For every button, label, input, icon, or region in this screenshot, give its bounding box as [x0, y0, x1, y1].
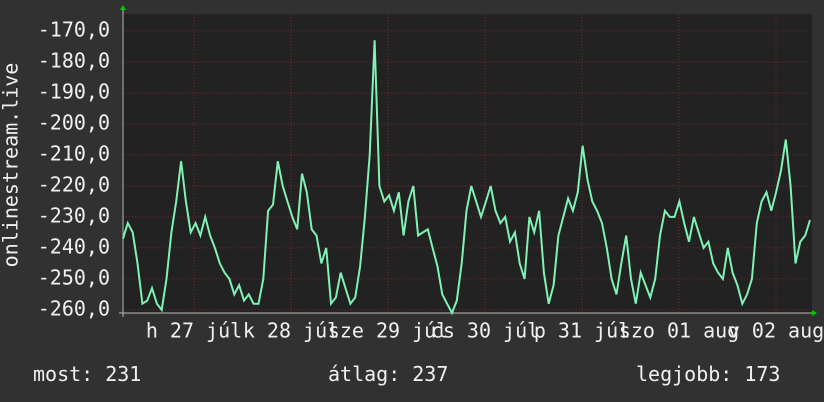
- footer-stat: átlag: 237: [328, 362, 448, 386]
- x-tick-label: v 02 aug: [728, 319, 824, 343]
- plot-area: [122, 14, 812, 313]
- y-tick-label: -190,0: [38, 80, 110, 104]
- y-tick-label: -200,0: [38, 110, 110, 134]
- y-tick-label: -220,0: [38, 172, 110, 196]
- stat-label: átlag:: [328, 362, 400, 386]
- stat-value: 173: [744, 362, 780, 386]
- stat-value: 237: [412, 362, 448, 386]
- x-tick-label: sze 29 júl: [328, 319, 448, 343]
- y-tick-label: -260,0: [38, 296, 110, 320]
- data-line: [122, 40, 811, 316]
- y-tick-label: -170,0: [38, 18, 110, 42]
- y-tick-label: -250,0: [38, 265, 110, 289]
- stat-value: 231: [105, 362, 141, 386]
- y-axis-label: onlinestream.live: [0, 63, 23, 268]
- y-tick-label: -240,0: [38, 234, 110, 258]
- x-tick-label: k 28 júl: [243, 319, 339, 343]
- x-tick-label: szo 01 aug: [619, 319, 739, 343]
- stat-label: legjobb:: [636, 362, 732, 386]
- axis-arrow: [120, 5, 126, 10]
- footer-stat: legjobb: 173: [636, 362, 780, 386]
- y-tick-label: -180,0: [38, 49, 110, 73]
- y-tick-label: -230,0: [38, 203, 110, 227]
- y-tick-label: -210,0: [38, 141, 110, 165]
- x-tick-label: h 27 júl: [146, 319, 242, 343]
- x-tick-label: cs 30 júl: [431, 319, 539, 343]
- axis-arrow: [812, 310, 817, 316]
- x-tick-label: p 31 júl: [534, 319, 630, 343]
- footer-stat: most: 231: [33, 362, 141, 386]
- stat-label: most:: [33, 362, 93, 386]
